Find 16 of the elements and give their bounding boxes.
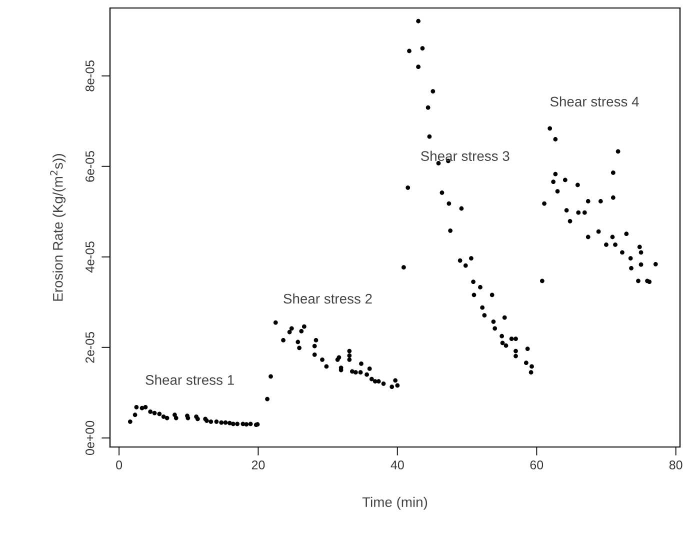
x-tick-label: 60 — [530, 460, 544, 470]
x-tick-label: 0 — [116, 460, 122, 470]
x-tick-label: 40 — [390, 460, 404, 470]
annotation: Shear stress 1 — [146, 374, 234, 385]
y-tick-label: 8e-05 — [85, 60, 94, 92]
annotation: Shear stress 4 — [550, 96, 639, 107]
x-axis-title: Time (min) — [362, 496, 428, 510]
y-tick-label: 6e-05 — [85, 150, 94, 182]
y-tick-label: 0e+00 — [85, 420, 94, 456]
y-tick-label: 4e-05 — [85, 241, 94, 273]
y-tick-label: 2e-05 — [85, 332, 94, 363]
y-axis-title: Erosion Rate (Kg/(m$^{2}$s)) — [50, 154, 66, 301]
annotation: Shear stress 2 — [284, 293, 372, 304]
x-tick-label: 20 — [252, 460, 265, 470]
annotation: Shear stress 3 — [420, 150, 510, 161]
x-tick-label: 80 — [669, 460, 682, 470]
